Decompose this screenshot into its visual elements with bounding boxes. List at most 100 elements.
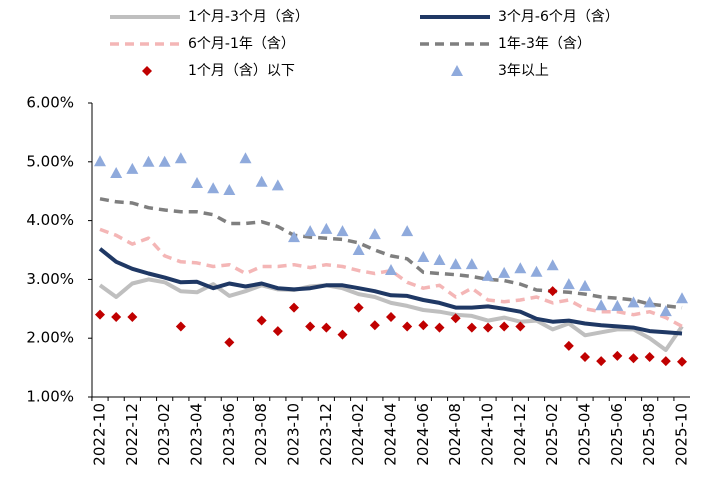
marker (612, 350, 623, 361)
marker (515, 321, 526, 332)
x-tick-label: 2022-12 (123, 403, 141, 466)
marker (434, 322, 445, 333)
marker (465, 258, 478, 270)
legend-label: 3年以上 (498, 63, 549, 79)
x-tick-label: 2025-08 (640, 403, 658, 466)
x-tick-label: 2023-04 (188, 403, 206, 466)
marker (677, 356, 687, 367)
marker (142, 155, 155, 167)
marker (627, 296, 640, 308)
marker (563, 340, 574, 351)
y-tick-label: 3.00% (26, 270, 74, 288)
x-tick-label: 2024-06 (414, 403, 432, 466)
marker (611, 299, 624, 311)
marker (224, 337, 235, 348)
series-line (98, 277, 684, 352)
x-tick-label: 2024-02 (349, 403, 367, 466)
x-tick-label: 2024-12 (511, 403, 529, 466)
legend-marker (142, 66, 152, 76)
marker (158, 155, 171, 167)
x-tick-label: 2022-10 (91, 403, 109, 466)
marker (660, 356, 671, 367)
marker (402, 321, 413, 332)
marker (530, 265, 543, 277)
marker (110, 166, 123, 178)
marker (94, 155, 106, 167)
marker (676, 292, 688, 304)
marker (498, 266, 511, 278)
x-tick-label: 2023-06 (220, 403, 238, 466)
marker (191, 176, 203, 188)
x-tick-label: 2024-08 (446, 403, 464, 466)
marker (482, 269, 494, 281)
legend-label: 1个月（含）以下 (188, 63, 295, 79)
x-tick-label: 2024-04 (382, 403, 400, 466)
marker (628, 353, 639, 364)
marker (450, 313, 461, 324)
marker (659, 305, 672, 317)
marker (418, 320, 429, 331)
marker (579, 279, 591, 291)
y-tick-label: 5.00% (26, 152, 74, 170)
marker (127, 312, 138, 323)
marker (336, 225, 349, 237)
y-tick-label: 1.00% (26, 388, 74, 406)
marker (595, 299, 608, 311)
marker (288, 231, 300, 243)
marker (386, 312, 396, 323)
marker (207, 182, 220, 194)
series-line (99, 197, 683, 310)
marker (466, 322, 477, 333)
x-tick-label: 2025-02 (543, 403, 561, 466)
legend-label: 3个月-6个月（含） (498, 9, 619, 25)
x-tick-label: 2025-06 (608, 403, 626, 466)
marker (499, 321, 510, 332)
marker (368, 228, 381, 240)
x-tick-label: 2025-04 (576, 403, 594, 466)
marker (546, 259, 559, 271)
x-tick-label: 2025-10 (673, 403, 691, 466)
marker (174, 152, 187, 164)
marker (95, 309, 105, 320)
x-tick-label: 2023-10 (285, 403, 303, 466)
marker (321, 322, 332, 333)
marker (255, 175, 268, 187)
marker (320, 222, 333, 234)
marker (514, 262, 527, 274)
marker (111, 312, 122, 323)
marker (580, 352, 590, 363)
series-line (98, 247, 683, 336)
marker (272, 326, 283, 337)
marker (353, 302, 364, 313)
y-tick-label: 4.00% (26, 211, 74, 229)
marker (449, 258, 462, 270)
marker (223, 184, 236, 196)
marker (562, 278, 575, 290)
legend-label: 1个月-3个月（含） (188, 9, 309, 25)
marker (385, 263, 397, 275)
y-tick-label: 2.00% (26, 329, 74, 347)
legend-marker (451, 65, 463, 76)
marker (417, 251, 430, 263)
marker (271, 179, 284, 191)
x-tick-label: 2023-08 (252, 403, 270, 466)
marker (305, 321, 316, 332)
marker (352, 244, 365, 255)
marker (289, 302, 299, 313)
marker (304, 225, 317, 237)
legend-label: 1年-3年（含） (498, 36, 591, 52)
marker (596, 356, 607, 367)
x-tick-label: 2023-12 (317, 403, 335, 466)
marker (126, 162, 139, 174)
marker (483, 322, 493, 333)
marker (175, 321, 186, 332)
marker (547, 286, 558, 297)
x-tick-label: 2023-02 (155, 403, 173, 466)
y-tick-label: 6.00% (26, 94, 74, 112)
series-line (99, 227, 683, 328)
legend-label: 6个月-1年（含） (188, 36, 295, 52)
marker (337, 329, 348, 340)
marker (401, 225, 414, 237)
x-tick-label: 2024-10 (479, 403, 497, 466)
